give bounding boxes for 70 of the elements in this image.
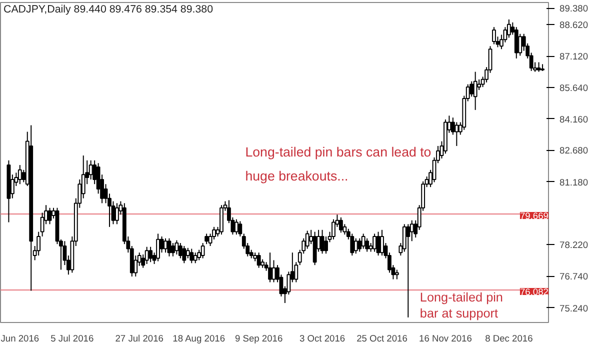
candlestick	[18, 164, 22, 185]
candlestick	[256, 252, 261, 268]
candlestick	[473, 71, 478, 110]
candlestick	[190, 248, 194, 264]
x-tick-label: 16 Nov 2016	[419, 334, 472, 344]
y-tick-label: 84.160	[560, 114, 588, 124]
x-tick-label: 9 Sep 2016	[234, 334, 283, 344]
candlestick	[320, 229, 324, 254]
candlestick	[156, 233, 160, 262]
candlestick	[354, 238, 358, 254]
candlestick	[144, 246, 149, 265]
candlestick	[358, 238, 362, 252]
x-tick-label: 3 Oct 2016	[299, 334, 346, 344]
candlestick	[536, 62, 541, 72]
y-tick-label: 78.220	[560, 240, 588, 250]
x-tick-label: 8 Dec 2016	[485, 334, 533, 344]
candlestick	[324, 236, 328, 254]
candlestick	[372, 233, 376, 252]
candlestick	[234, 218, 238, 236]
candlestick	[115, 202, 119, 225]
candlestick	[171, 242, 175, 257]
y-tick-label: 87.120	[560, 52, 588, 62]
candlestick	[406, 224, 410, 318]
candlestick	[182, 245, 186, 264]
candlestick	[394, 269, 399, 280]
candlestick	[193, 252, 198, 264]
candlestick	[174, 240, 179, 255]
candlestick	[164, 238, 168, 254]
candlestick	[454, 122, 459, 146]
candlestick	[167, 238, 172, 257]
candlestick	[350, 233, 354, 256]
candlestick	[470, 80, 474, 98]
ref-line-label: 76.082	[520, 287, 548, 298]
x-tick-label: 18 Aug 2016	[172, 334, 226, 344]
candlestick	[48, 207, 52, 225]
y-tick-label: 76.740	[560, 272, 588, 282]
x-tick-label: 25 Oct 2016	[356, 334, 408, 344]
candlestick	[186, 247, 190, 259]
candlestick	[492, 26, 496, 45]
annotation: Long-tailed pin bar at support	[420, 290, 503, 320]
y-tick-label: 82.680	[560, 146, 588, 156]
candlestick	[361, 233, 366, 250]
candlestick	[200, 242, 205, 259]
candlestick	[178, 242, 182, 259]
x-tick-label: Jun 2016	[0, 334, 40, 344]
candlestick	[514, 26, 518, 59]
x-tick-label: 27 Jul 2016	[115, 334, 164, 344]
candlestick	[380, 229, 384, 256]
chart-title: CADJPY,Daily 89.440 89.476 89.354 89.380	[4, 4, 214, 16]
y-tick-label: 75.240	[560, 303, 588, 314]
annotation: Long-tailed pin bars can lead to huge breakouts...	[245, 144, 432, 184]
candlestick	[272, 260, 276, 283]
candlestick	[332, 218, 336, 240]
candlestick	[365, 238, 370, 252]
candlestick	[506, 18, 511, 38]
y-tick-label: 88.620	[560, 20, 588, 30]
y-tick-label: 89.380	[560, 4, 588, 14]
y-tick-label: 85.640	[560, 82, 588, 93]
candlestick	[268, 252, 272, 283]
x-tick-label: 5 Jul 2016	[50, 334, 94, 344]
candlestick	[88, 160, 93, 180]
candlestick	[305, 230, 310, 250]
candlestick	[220, 204, 224, 236]
y-tick-label: 81.180	[560, 177, 588, 188]
candlestick	[518, 33, 522, 56]
ref-line-label: 79.669	[520, 211, 548, 222]
candlestick	[148, 246, 153, 263]
candlestick	[376, 231, 380, 256]
candlestick	[204, 233, 209, 245]
candlestick	[338, 216, 343, 234]
